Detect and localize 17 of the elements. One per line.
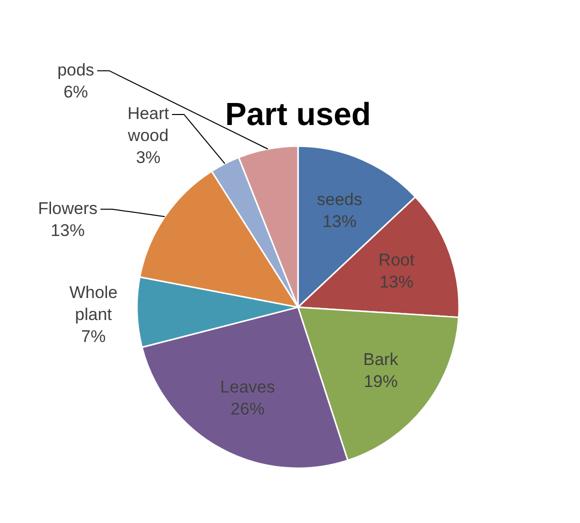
text: Part used: [225, 96, 371, 132]
data-label: 19%: [364, 372, 398, 392]
slice-label: seeds: [316, 190, 362, 209]
slice-label: Flowers: [38, 198, 98, 218]
data-label: 13%: [322, 212, 357, 231]
slice-label: Whole plant: [69, 282, 118, 324]
data-label: 7%: [81, 326, 106, 346]
slice-label: Bark: [363, 350, 399, 370]
data-label: 13%: [379, 272, 414, 292]
data-label: 13%: [50, 220, 85, 240]
data-label: 26%: [230, 400, 265, 419]
slice-label: Heart wood: [126, 104, 170, 146]
slice-label: pods: [57, 60, 94, 80]
data-label: 3%: [136, 148, 161, 168]
slice-label: Leaves: [220, 378, 275, 397]
data-label: 6%: [63, 82, 88, 102]
slice-label: Root: [378, 250, 415, 270]
